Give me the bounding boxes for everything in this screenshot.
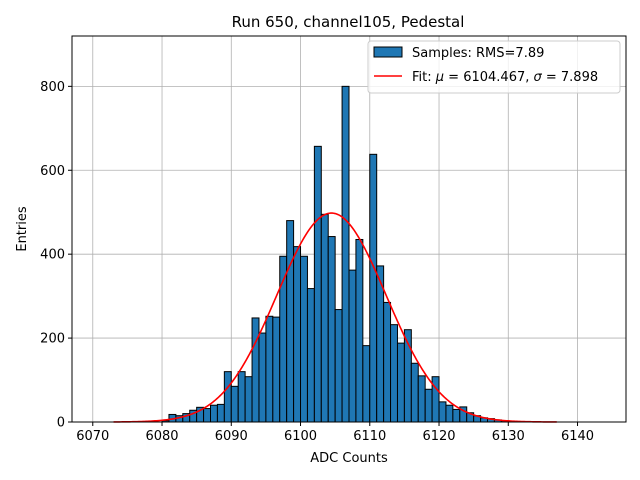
histogram-bar xyxy=(424,388,433,423)
legend: Samples: RMS=7.89 Fit: μ = 6104.467, σ =… xyxy=(367,40,621,94)
y-tick-label: 0 xyxy=(57,416,65,431)
histogram-bars xyxy=(161,85,530,423)
histogram-bar xyxy=(452,408,461,423)
histogram-bar xyxy=(223,371,232,423)
x-axis-label: ADC Counts xyxy=(310,451,388,466)
histogram-bar xyxy=(251,317,260,423)
histogram-bar xyxy=(383,301,392,423)
x-tick-label: 6130 xyxy=(492,429,525,444)
histogram-bar xyxy=(445,404,454,423)
histogram-bar xyxy=(237,371,246,423)
legend-box xyxy=(367,40,621,94)
histogram-bar xyxy=(230,385,239,423)
y-tick-label: 600 xyxy=(40,164,65,179)
legend-fit-label: Fit: μ = 6104.467, σ = 7.898 xyxy=(412,70,598,85)
x-tick-label: 6140 xyxy=(561,429,594,444)
histogram-bar xyxy=(203,408,211,423)
histogram-bar xyxy=(216,403,225,423)
histogram-bar xyxy=(410,362,419,423)
y-tick-label: 800 xyxy=(40,80,65,95)
histogram-bar xyxy=(396,342,405,423)
x-axis-ticks: 6070 6080 6090 6100 6110 6120 6130 6140 xyxy=(76,422,594,444)
histogram-bar xyxy=(341,85,350,423)
y-tick-label: 200 xyxy=(40,332,65,347)
histogram-bar xyxy=(355,238,364,423)
histogram-bar xyxy=(320,213,329,423)
histogram-bar xyxy=(417,375,426,423)
histogram-bar xyxy=(300,255,308,423)
histogram-bar xyxy=(431,376,440,423)
chart-title: Run 650, channel105, Pedestal xyxy=(232,13,465,31)
legend-hist-label: Samples: RMS=7.89 xyxy=(412,46,544,61)
histogram-bar xyxy=(265,315,274,423)
x-tick-label: 6090 xyxy=(215,429,248,444)
histogram-bar xyxy=(306,288,315,423)
y-axis-ticks: 0 200 400 600 800 xyxy=(40,80,72,431)
x-tick-label: 6100 xyxy=(284,429,317,444)
histogram-bar xyxy=(348,269,357,423)
x-tick-label: 6080 xyxy=(145,429,178,444)
histogram-bar xyxy=(362,345,371,423)
histogram-bar xyxy=(244,376,253,423)
fit-curve xyxy=(113,212,557,423)
y-tick-label: 400 xyxy=(40,248,65,263)
histogram-bar xyxy=(210,404,218,423)
histogram-bar xyxy=(438,401,447,423)
histogram-bar xyxy=(390,324,398,423)
x-tick-label: 6110 xyxy=(353,429,386,444)
x-tick-label: 6120 xyxy=(422,429,455,444)
histogram-bar xyxy=(369,153,378,423)
histogram-bar xyxy=(293,246,302,423)
legend-hist-swatch xyxy=(373,46,403,58)
histogram-bar xyxy=(286,220,295,423)
histogram-bar xyxy=(334,309,343,423)
histogram-bar xyxy=(258,332,267,423)
histogram-bar xyxy=(272,316,281,423)
axes-frame xyxy=(71,35,627,423)
histogram-bar xyxy=(376,265,385,423)
y-axis-label: Entries xyxy=(15,206,30,252)
histogram-bar xyxy=(327,236,336,423)
histogram-bar xyxy=(313,145,322,423)
x-tick-label: 6070 xyxy=(76,429,109,444)
